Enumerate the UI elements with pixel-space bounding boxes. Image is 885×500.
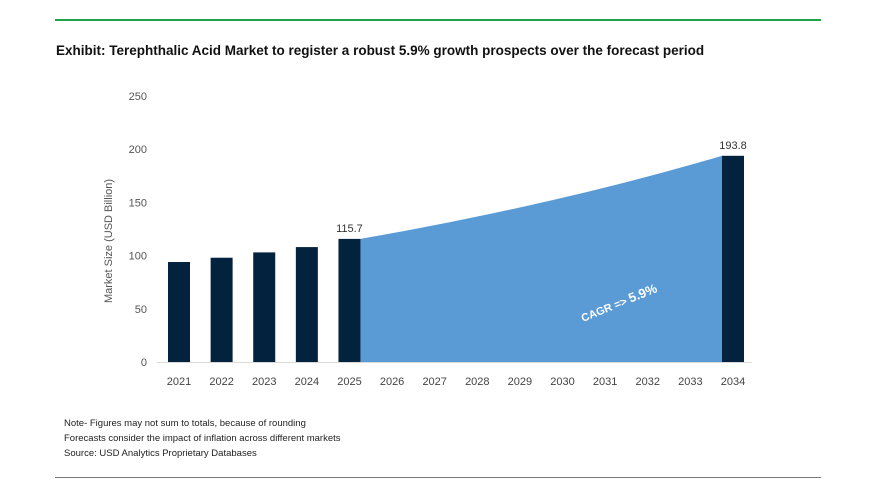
x-tick-label: 2024 bbox=[295, 376, 319, 388]
note-rounding: Note- Figures may not sum to totals, bec… bbox=[64, 418, 306, 429]
x-tick-label: 2028 bbox=[465, 376, 489, 388]
bar-2025 bbox=[338, 238, 361, 362]
y-tick-label: 200 bbox=[129, 144, 147, 156]
bar-2024 bbox=[295, 247, 318, 362]
x-tick-label: 2029 bbox=[508, 376, 532, 388]
x-tick-label: 2023 bbox=[252, 376, 276, 388]
data-label-2025: 115.7 bbox=[336, 223, 363, 235]
forecast-area bbox=[360, 155, 722, 362]
x-tick-label: 2030 bbox=[550, 376, 574, 388]
x-tick-label: 2027 bbox=[422, 376, 446, 388]
x-tick-label: 2034 bbox=[721, 376, 745, 388]
bar-2023 bbox=[253, 252, 276, 362]
x-tick-label: 2033 bbox=[678, 376, 702, 388]
x-tick-label: 2032 bbox=[636, 376, 660, 388]
x-tick-label: 2021 bbox=[167, 376, 191, 388]
y-tick-label: 50 bbox=[135, 304, 147, 316]
top-divider bbox=[55, 19, 821, 21]
note-inflation: Forecasts consider the impact of inflati… bbox=[64, 433, 341, 444]
y-tick-label: 100 bbox=[129, 251, 147, 263]
x-tick-label: 2022 bbox=[209, 376, 233, 388]
bar-2021 bbox=[168, 261, 190, 362]
y-tick-label: 0 bbox=[141, 357, 147, 369]
x-tick-label: 2031 bbox=[593, 376, 617, 388]
data-label-2034: 193.8 bbox=[719, 140, 747, 152]
x-tick-label: 2026 bbox=[380, 376, 404, 388]
y-tick-label: 150 bbox=[129, 197, 147, 209]
chart-title: Exhibit: Terephthalic Acid Market to reg… bbox=[56, 43, 705, 58]
bar-2034 bbox=[722, 155, 744, 362]
y-tick-label: 250 bbox=[129, 91, 147, 103]
bottom-divider bbox=[55, 477, 821, 478]
y-axis-label: Market Size (USD Billion) bbox=[103, 179, 115, 303]
x-tick-label: 2025 bbox=[337, 376, 361, 388]
note-source: Source: USD Analytics Proprietary Databa… bbox=[64, 448, 257, 459]
bar-2022 bbox=[210, 257, 233, 362]
chart-notes: Note- Figures may not sum to totals, bec… bbox=[64, 416, 341, 461]
